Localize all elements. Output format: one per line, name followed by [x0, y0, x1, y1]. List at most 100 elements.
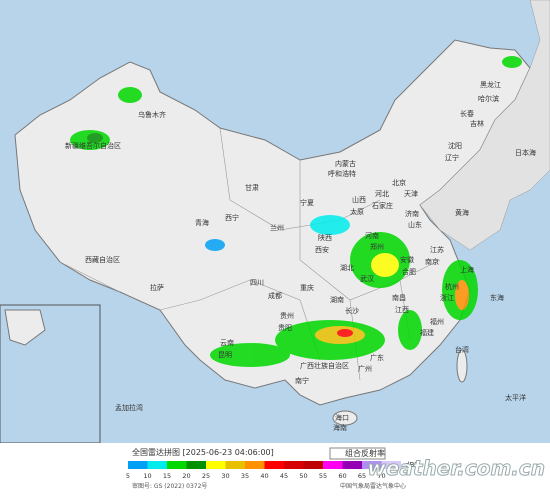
map-label: 呼和浩特: [328, 169, 356, 178]
map-label: 杭州: [445, 282, 459, 291]
scale-label: 40: [260, 472, 268, 480]
map-label: 西安: [315, 245, 329, 254]
map-label: 昆明: [218, 351, 232, 359]
map-label: 四川: [250, 279, 264, 287]
sea-label: 东海: [490, 293, 504, 302]
map-label: 拉萨: [150, 283, 164, 292]
scale-swatch: [303, 461, 323, 469]
scale-swatch: [167, 461, 187, 469]
map-label: 石家庄: [372, 201, 393, 210]
map-label: 宁夏: [300, 198, 314, 207]
map-label: 安徽: [400, 255, 414, 264]
scale-label: 5: [126, 472, 130, 480]
legend-title: 全国雷达拼图 [2025-06-23 04:06:00]: [132, 447, 274, 457]
scale-label: 25: [202, 472, 210, 480]
map-label: 海南: [333, 423, 347, 432]
scale-label: 20: [182, 472, 190, 480]
watermark: weather.com.cn: [367, 456, 545, 480]
scale-swatch: [206, 461, 226, 469]
scale-swatch: [284, 461, 304, 469]
map-label: 长沙: [345, 306, 359, 315]
map-label: 吉林: [470, 119, 484, 128]
inset-land: [4, 309, 46, 346]
map-label: 河北: [375, 190, 389, 198]
map-label: 新疆维吾尔自治区: [65, 141, 121, 150]
product-label: 组合反射率: [345, 448, 385, 458]
scale-label: 65: [358, 472, 366, 480]
map-label: 上海: [460, 265, 474, 274]
scale-label: 30: [221, 472, 229, 480]
map-label: 兰州: [270, 223, 284, 232]
map-label: 甘肃: [245, 183, 259, 192]
scale-label: 35: [241, 472, 249, 480]
map-label: 西藏自治区: [85, 255, 120, 264]
hainan: [332, 410, 358, 426]
map-label: 云南: [220, 338, 234, 347]
map-label: 广西壮族自治区: [300, 361, 349, 370]
radar-echoes: [70, 56, 522, 367]
map-label: 台湾: [455, 345, 469, 354]
map-label: 重庆: [300, 283, 314, 292]
unit-label: dBZ: [405, 461, 419, 469]
scale-label: 45: [280, 472, 288, 480]
map-label: 湖南: [330, 295, 344, 304]
map-label: 广州: [358, 364, 372, 373]
map-label: 北京: [392, 178, 406, 187]
taiwan: [456, 349, 468, 383]
agency: 中国气象局雷达气象中心: [340, 482, 406, 490]
neighbor-land: [419, 0, 550, 251]
map-label: 哈尔滨: [478, 94, 499, 103]
map-label: 太原: [350, 207, 364, 216]
map-label: 山东: [408, 220, 422, 229]
scale-label: 70: [377, 472, 385, 480]
map-label: 长春: [460, 109, 474, 118]
map-label: 陕西: [318, 233, 332, 242]
product-box: [329, 447, 386, 460]
scale-swatch: [147, 461, 167, 469]
map-label: 贵阳: [278, 323, 292, 332]
map-label: 乌鲁木齐: [138, 110, 166, 119]
map-label: 沈阳: [448, 141, 462, 150]
map-label: 内蒙古: [335, 159, 356, 168]
approval-number: 审图号: GS (2022) 0372号: [132, 482, 207, 490]
scale-swatch: [225, 461, 245, 469]
scale-swatch: [186, 461, 206, 469]
map-label: 江苏: [430, 245, 444, 254]
province-borders: [59, 127, 441, 381]
scale-label: 55: [319, 472, 327, 480]
map-label: 贵州: [280, 311, 294, 320]
map-label: 山西: [352, 195, 366, 204]
map-label: 福建: [420, 328, 434, 337]
scale-label: 60: [338, 472, 346, 480]
map-label: 武汉: [360, 274, 374, 283]
scale-label: 50: [299, 472, 307, 480]
scale-swatch: [264, 461, 284, 469]
scale-swatch: [245, 461, 265, 469]
map-label: 海口: [335, 413, 349, 422]
scale-swatch: [342, 461, 362, 469]
map-label: 广东: [370, 353, 384, 362]
map-label: 河南: [365, 231, 379, 240]
map-label: 南宁: [295, 376, 309, 385]
scale-swatch: [128, 461, 148, 469]
map-label: 浙江: [440, 293, 454, 302]
map-label: 南京: [425, 257, 439, 266]
map-label: 福州: [430, 317, 444, 326]
sea-label: 日本海: [515, 148, 536, 157]
map-label: 天津: [404, 190, 418, 198]
map-label: 江西: [395, 306, 409, 314]
map-label: 合肥: [402, 267, 416, 276]
scale-swatch: [362, 461, 382, 469]
map-label: 黑龙江: [480, 80, 501, 89]
scale-swatch: [323, 461, 343, 469]
scale-swatch: [381, 461, 401, 469]
map-label: 济南: [405, 209, 419, 218]
map-label: 西宁: [225, 213, 239, 222]
map-label: 湖北: [340, 263, 354, 272]
map-label: 成都: [268, 291, 282, 300]
sea-label: 太平洋: [505, 393, 526, 402]
scale-label: 15: [163, 472, 171, 480]
map-label: 南昌: [392, 293, 406, 302]
sea-label: 孟加拉湾: [115, 403, 143, 412]
